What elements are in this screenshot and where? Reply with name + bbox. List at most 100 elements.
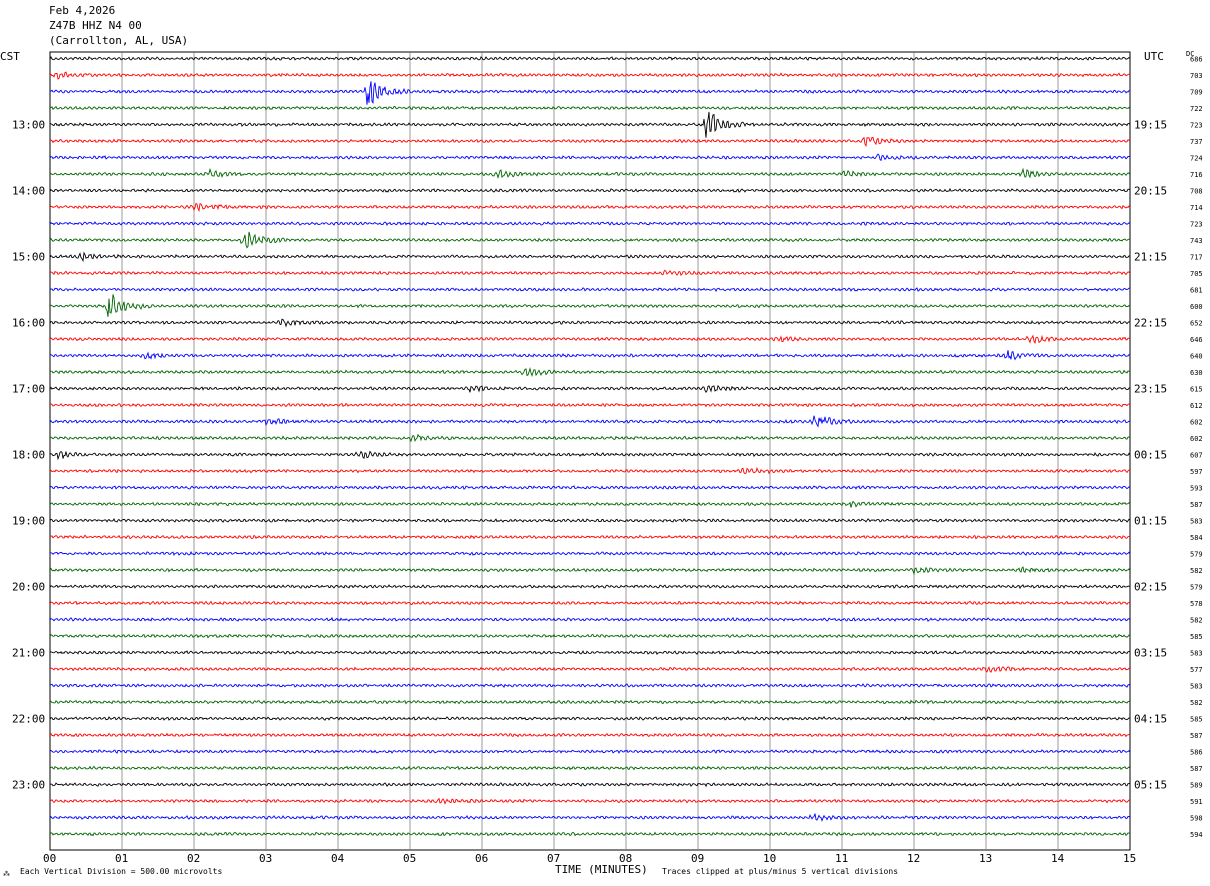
dc-offset-value: 591 (1190, 798, 1203, 806)
seismic-trace (49, 136, 1131, 148)
dc-offset-value: 602 (1190, 419, 1203, 427)
x-tick-label: 02 (187, 852, 200, 865)
dc-offset-value: 722 (1190, 105, 1203, 113)
utc-time-label: 01:15 (1134, 515, 1167, 528)
dc-offset-value: 585 (1190, 633, 1203, 641)
dc-offset-value: 646 (1190, 336, 1203, 344)
dc-offset-value: 582 (1190, 617, 1203, 625)
station-location: (Carrollton, AL, USA) (49, 34, 189, 47)
seismic-trace (49, 584, 1131, 590)
x-tick-label: 06 (475, 852, 488, 865)
x-tick-label: 09 (691, 852, 704, 865)
x-tick-label: 08 (619, 852, 632, 865)
dc-offset-value: 593 (1190, 485, 1203, 493)
cst-time-label: 16:00 (12, 317, 45, 330)
seismic-trace (49, 153, 1131, 162)
seismic-trace (49, 466, 1131, 475)
dc-offset-value: 594 (1190, 831, 1203, 839)
seismic-trace (49, 350, 1131, 361)
seismic-trace (49, 749, 1131, 754)
seismic-trace (49, 683, 1131, 688)
utc-time-label: 05:15 (1134, 779, 1167, 792)
axis-labels: 00 01 02 03 04 05 06 07 08 09 10 11 12 13 14 15 13:00 14:… (12, 56, 1203, 866)
utc-time-label: 00:15 (1134, 449, 1167, 462)
seismic-trace (49, 518, 1131, 523)
seismic-trace (49, 202, 1131, 213)
seismic-trace (49, 715, 1130, 721)
seismic-trace (49, 251, 1130, 263)
x-tick-label: 03 (259, 852, 272, 865)
seismic-trace (49, 55, 1131, 61)
seismic-trace (49, 485, 1131, 490)
dc-offset-value: 743 (1190, 237, 1203, 245)
utc-time-label: 03:15 (1134, 647, 1167, 660)
dc-offset-value: 716 (1190, 171, 1203, 179)
dc-offset-value: 607 (1190, 452, 1203, 460)
seismic-trace (49, 534, 1131, 540)
grid-lines (49, 51, 1131, 851)
seismic-trace (49, 294, 1131, 317)
seismic-trace (49, 334, 1131, 345)
seismic-trace (50, 550, 1131, 557)
x-axis-title: TIME (MINUTES) (555, 863, 648, 876)
x-tick-label: 14 (1051, 852, 1065, 865)
seismic-trace (49, 450, 1131, 461)
seismic-trace (49, 105, 1131, 111)
utc-time-label: 20:15 (1134, 185, 1167, 198)
dc-offset-value: 587 (1190, 765, 1203, 773)
x-tick-label: 07 (547, 852, 560, 865)
dc-offset-value: 587 (1190, 732, 1203, 740)
utc-time-label: 02:15 (1134, 581, 1167, 594)
seismic-trace (49, 402, 1131, 408)
dc-offset-value: 708 (1190, 188, 1203, 196)
dc-offset-value: 583 (1190, 683, 1203, 691)
seismic-trace (49, 765, 1131, 771)
seismic-trace (49, 813, 1131, 822)
seismic-trace (49, 732, 1131, 738)
dc-offset-value: 589 (1190, 782, 1203, 790)
dc-offset-value: 600 (1190, 303, 1203, 311)
dc-offset-value: 579 (1190, 551, 1203, 559)
x-tick-label: 13 (979, 852, 992, 865)
dc-offset-value: 705 (1190, 270, 1203, 278)
x-tick-label: 10 (763, 852, 776, 865)
dc-offset-value: 587 (1190, 501, 1203, 509)
seismic-trace (49, 111, 1131, 138)
dc-offset-value: 612 (1190, 402, 1203, 410)
seismic-trace (49, 81, 1131, 105)
x-tick-label: 11 (835, 852, 848, 865)
seismic-trace (49, 221, 1131, 226)
cst-time-label: 23:00 (12, 779, 45, 792)
cst-time-label: 18:00 (12, 449, 45, 462)
utc-time-label: 23:15 (1134, 383, 1167, 396)
seismic-trace (49, 782, 1131, 788)
x-tick-label: 15 (1123, 852, 1136, 865)
dc-offset-value: 652 (1190, 320, 1203, 328)
seismic-trace (49, 269, 1131, 276)
plot-frame (49, 51, 1131, 851)
seismic-trace (49, 433, 1131, 443)
seismic-trace (49, 415, 1131, 428)
dc-offset-value: 615 (1190, 386, 1203, 394)
seismic-trace (49, 367, 1131, 378)
scale-marker-icon: ⁂ (3, 870, 10, 878)
cst-time-label: 21:00 (12, 647, 45, 660)
station-code: Z47B HHZ N4 00 (49, 19, 142, 32)
cst-time-label: 22:00 (12, 713, 45, 726)
seismic-trace (49, 797, 1131, 805)
utc-time-label: 21:15 (1134, 251, 1167, 264)
dc-offset-value: 597 (1190, 468, 1203, 476)
x-tick-label: 01 (115, 852, 128, 865)
cst-time-label: 14:00 (12, 185, 45, 198)
cst-time-label: 17:00 (12, 383, 45, 396)
dc-offset-value: 577 (1190, 666, 1203, 674)
seismic-trace (49, 231, 1131, 249)
utc-time-label: 22:15 (1134, 317, 1167, 330)
seismic-trace (49, 167, 1131, 180)
utc-time-label: 19:15 (1134, 119, 1167, 132)
dc-offset-value: 586 (1190, 749, 1203, 757)
x-tick-label: 04 (331, 852, 345, 865)
cst-axis-label: CST (0, 50, 20, 63)
seismic-trace (49, 71, 1131, 80)
